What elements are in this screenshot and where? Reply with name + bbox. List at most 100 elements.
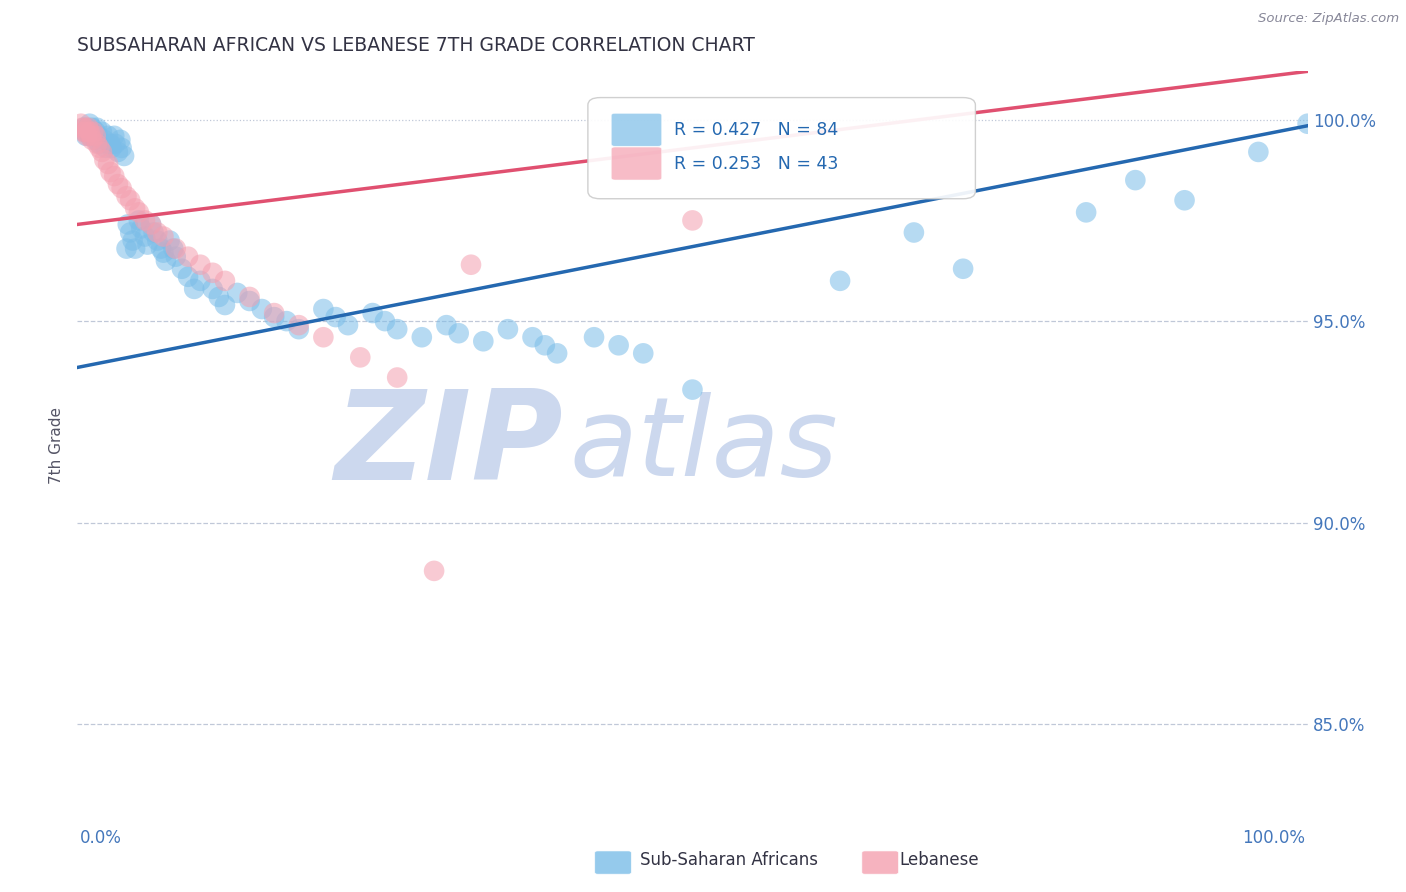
Point (1296, 117, 1319, 131)
Point (141, 218, 163, 232)
Point (250, 301, 273, 316)
Point (79, 128, 101, 143)
Point (73, 125, 96, 139)
Point (190, 274, 212, 288)
Point (87, 128, 110, 143)
Point (72, 120, 94, 135)
Y-axis label: 7th Grade: 7th Grade (49, 408, 65, 484)
Point (201, 282, 224, 296)
Point (239, 290, 262, 304)
Point (72, 125, 94, 139)
Point (79, 125, 101, 139)
Point (111, 141, 132, 155)
Point (120, 194, 142, 208)
Point (1247, 145, 1270, 159)
Point (82, 125, 104, 139)
Point (201, 266, 224, 280)
Point (80, 128, 103, 143)
Point (97, 128, 120, 143)
Text: 0.0%: 0.0% (80, 829, 122, 847)
Point (288, 318, 311, 333)
Point (80, 125, 103, 139)
Point (128, 205, 150, 219)
Point (121, 234, 143, 248)
Point (100, 136, 122, 151)
Point (100, 165, 122, 179)
Point (94, 141, 117, 155)
Point (112, 149, 135, 163)
Point (84, 133, 107, 147)
Point (288, 322, 311, 336)
Point (77, 120, 100, 135)
Point (86, 120, 108, 135)
Point (208, 290, 231, 304)
Point (177, 250, 200, 264)
Point (682, 383, 704, 397)
Point (141, 218, 163, 232)
Point (134, 213, 156, 227)
Text: R = 0.253   N = 43: R = 0.253 N = 43 (673, 154, 838, 172)
FancyBboxPatch shape (612, 147, 662, 180)
Point (607, 338, 630, 352)
Point (84, 125, 107, 139)
Point (349, 351, 371, 365)
Point (159, 234, 181, 248)
Point (120, 226, 142, 240)
Point (82, 133, 104, 147)
Point (115, 189, 138, 203)
Point (190, 258, 212, 272)
Point (165, 250, 187, 264)
Point (361, 306, 384, 320)
Point (583, 330, 606, 344)
Point (325, 310, 347, 324)
Point (152, 245, 174, 260)
Point (90, 125, 114, 139)
Point (830, 274, 852, 288)
Point (70, 120, 93, 135)
FancyBboxPatch shape (588, 97, 976, 199)
Point (1174, 194, 1197, 208)
Point (86, 136, 108, 151)
Point (183, 282, 205, 296)
Point (239, 293, 262, 308)
Point (79, 117, 101, 131)
Point (134, 229, 156, 244)
Point (103, 128, 125, 143)
Point (263, 306, 285, 320)
Point (101, 141, 124, 155)
Text: Source: ZipAtlas.com: Source: ZipAtlas.com (1258, 12, 1399, 25)
Point (496, 322, 519, 336)
Text: SUBSAHARAN AFRICAN VS LEBANESE 7TH GRADE CORRELATION CHART: SUBSAHARAN AFRICAN VS LEBANESE 7TH GRADE… (77, 36, 755, 54)
Point (214, 298, 236, 312)
Point (952, 261, 974, 276)
Point (89, 136, 111, 151)
Text: 100.0%: 100.0% (1241, 829, 1305, 847)
Point (155, 253, 177, 268)
Point (107, 177, 129, 191)
Point (263, 310, 285, 324)
Point (136, 237, 159, 252)
Point (82, 120, 104, 135)
Point (73, 120, 96, 135)
Point (150, 242, 173, 256)
Point (70, 117, 93, 131)
Point (1076, 205, 1098, 219)
Point (165, 242, 187, 256)
Point (77, 125, 100, 139)
Point (75, 125, 97, 139)
Point (312, 330, 335, 344)
Text: Sub-Saharan Africans: Sub-Saharan Africans (640, 851, 818, 869)
Point (76, 120, 98, 135)
Point (460, 258, 482, 272)
Point (146, 226, 169, 240)
Text: Lebanese: Lebanese (900, 851, 980, 869)
Point (142, 226, 165, 240)
Point (115, 242, 138, 256)
Point (387, 322, 409, 336)
Point (226, 285, 249, 300)
Point (76, 128, 98, 143)
Text: ZIP: ZIP (335, 385, 564, 507)
Point (97, 157, 120, 171)
Point (82, 128, 104, 143)
Point (93, 133, 115, 147)
